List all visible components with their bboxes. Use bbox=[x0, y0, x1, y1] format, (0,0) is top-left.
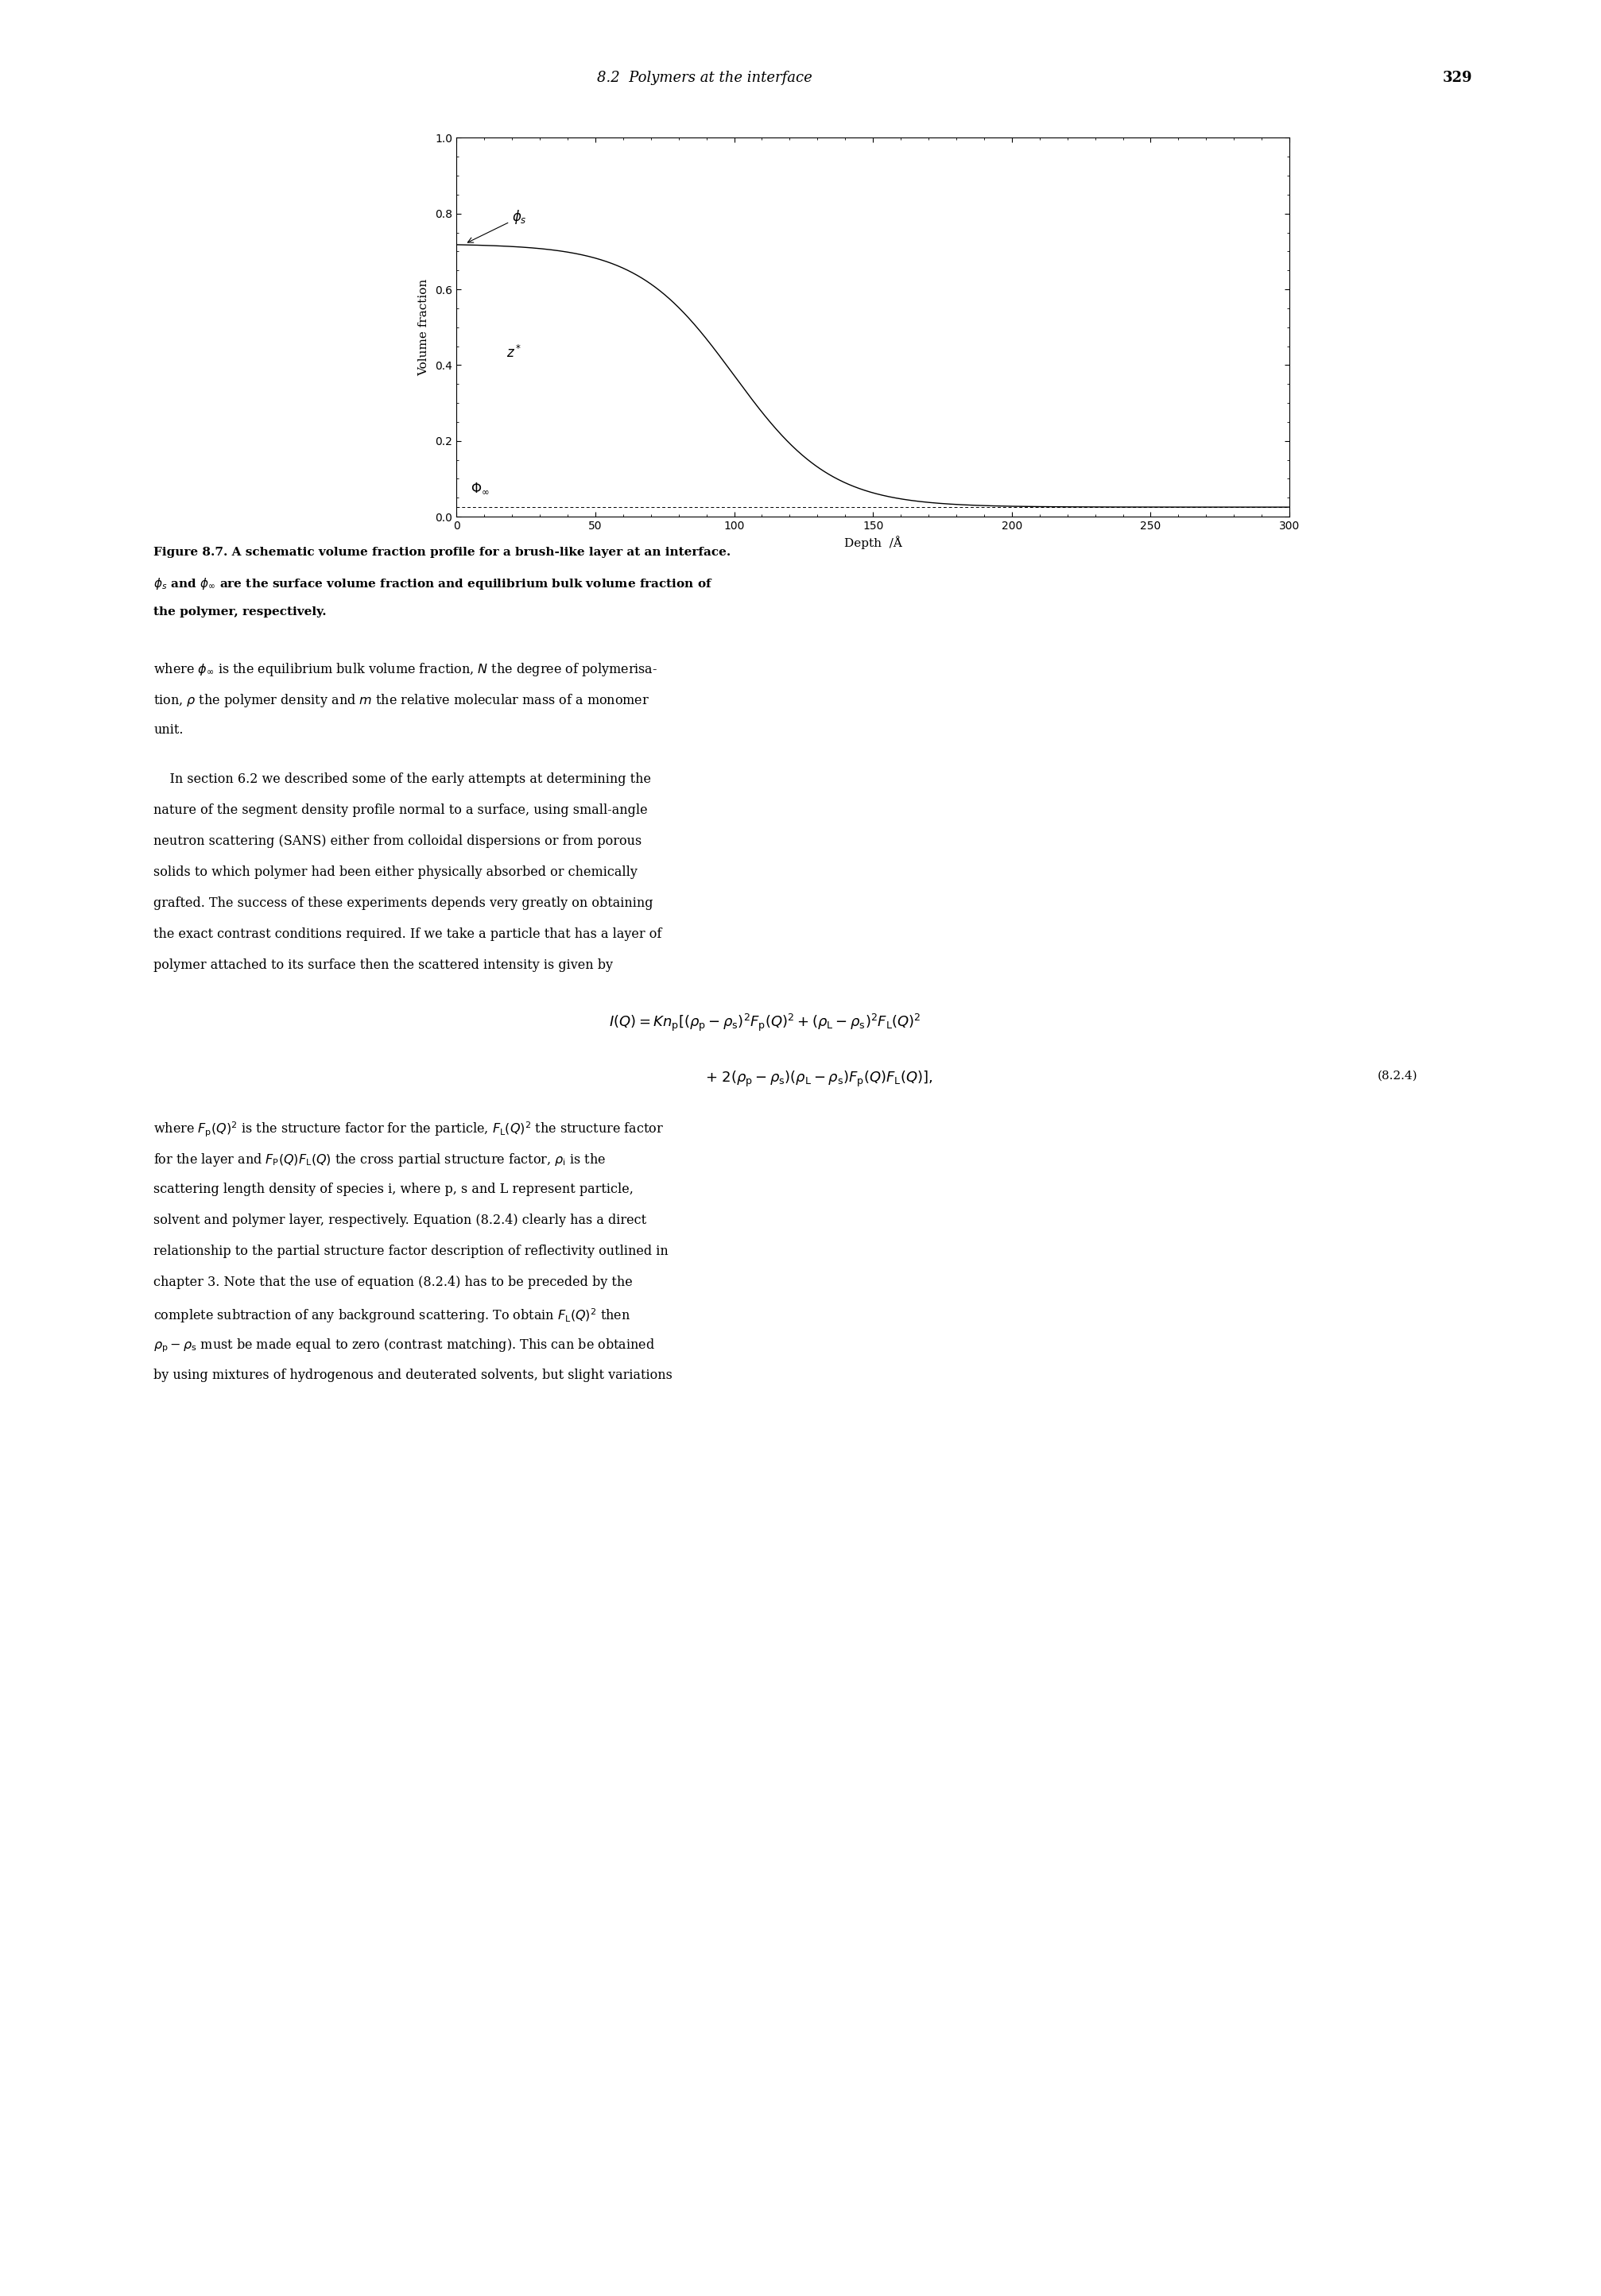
Text: the polymer, respectively.: the polymer, respectively. bbox=[154, 606, 327, 618]
Text: solids to which polymer had been either physically absorbed or chemically: solids to which polymer had been either … bbox=[154, 866, 637, 879]
Text: the exact contrast conditions required. If we take a particle that has a layer o: the exact contrast conditions required. … bbox=[154, 928, 661, 941]
Text: $\rho_{\rm p} - \rho_{\rm s}$ must be made equal to zero (contrast matching). Th: $\rho_{\rm p} - \rho_{\rm s}$ must be ma… bbox=[154, 1339, 655, 1355]
Text: tion, $\rho$ the polymer density and $m$ the relative molecular mass of a monome: tion, $\rho$ the polymer density and $m$… bbox=[154, 693, 650, 709]
Text: $\phi_s$: $\phi_s$ bbox=[467, 209, 527, 243]
Text: $\Phi_\infty$: $\Phi_\infty$ bbox=[471, 482, 488, 496]
Text: for the layer and $F_{\rm P}(Q)F_{\rm L}(Q)$ the cross partial structure factor,: for the layer and $F_{\rm P}(Q)F_{\rm L}… bbox=[154, 1153, 607, 1169]
Text: unit.: unit. bbox=[154, 723, 184, 737]
Text: polymer attached to its surface then the scattered intensity is given by: polymer attached to its surface then the… bbox=[154, 960, 613, 971]
Text: $\phi_s$ and $\phi_\infty$ are the surface volume fraction and equilibrium bulk : $\phi_s$ and $\phi_\infty$ are the surfa… bbox=[154, 576, 712, 592]
Text: scattering length density of species i, where p, s and L represent particle,: scattering length density of species i, … bbox=[154, 1182, 634, 1196]
Y-axis label: Volume fraction: Volume fraction bbox=[418, 278, 429, 377]
Text: relationship to the partial structure factor description of reflectivity outline: relationship to the partial structure fa… bbox=[154, 1244, 668, 1258]
Text: (8.2.4): (8.2.4) bbox=[1377, 1070, 1417, 1081]
Text: Figure 8.7. A schematic volume fraction profile for a brush-like layer at an int: Figure 8.7. A schematic volume fraction … bbox=[154, 546, 730, 558]
Text: $+ \ 2(\rho_{\rm p} - \rho_{\rm s})(\rho_{\rm L} - \rho_{\rm s})F_{\rm p}(Q)F_{\: $+ \ 2(\rho_{\rm p} - \rho_{\rm s})(\rho… bbox=[704, 1070, 932, 1088]
Text: neutron scattering (SANS) either from colloidal dispersions or from porous: neutron scattering (SANS) either from co… bbox=[154, 836, 642, 847]
Text: $z^*$: $z^*$ bbox=[506, 344, 522, 360]
X-axis label: Depth  /Å: Depth /Å bbox=[844, 535, 901, 549]
Text: chapter 3. Note that the use of equation (8.2.4) has to be preceded by the: chapter 3. Note that the use of equation… bbox=[154, 1277, 632, 1288]
Text: by using mixtures of hydrogenous and deuterated solvents, but slight variations: by using mixtures of hydrogenous and deu… bbox=[154, 1368, 672, 1382]
Text: 329: 329 bbox=[1443, 71, 1471, 85]
Text: $I(Q) = Kn_{\rm p}[(\rho_{\rm p} - \rho_{\rm s})^2 F_{\rm p}(Q)^2 + (\rho_{\rm L: $I(Q) = Kn_{\rm p}[(\rho_{\rm p} - \rho_… bbox=[608, 1013, 921, 1033]
Text: grafted. The success of these experiments depends very greatly on obtaining: grafted. The success of these experiment… bbox=[154, 895, 653, 909]
Text: solvent and polymer layer, respectively. Equation (8.2.4) clearly has a direct: solvent and polymer layer, respectively.… bbox=[154, 1215, 647, 1226]
Text: In section 6.2 we described some of the early attempts at determining the: In section 6.2 we described some of the … bbox=[154, 771, 652, 785]
Text: where $F_{\rm p}(Q)^2$ is the structure factor for the particle, $F_{\rm L}(Q)^2: where $F_{\rm p}(Q)^2$ is the structure … bbox=[154, 1120, 663, 1139]
Text: where $\phi_\infty$ is the equilibrium bulk volume fraction, $N$ the degree of p: where $\phi_\infty$ is the equilibrium b… bbox=[154, 661, 658, 677]
Text: 8.2  Polymers at the interface: 8.2 Polymers at the interface bbox=[597, 71, 812, 85]
Text: complete subtraction of any background scattering. To obtain $F_{\rm L}(Q)^2$ th: complete subtraction of any background s… bbox=[154, 1306, 631, 1325]
Text: nature of the segment density profile normal to a surface, using small-angle: nature of the segment density profile no… bbox=[154, 804, 647, 817]
